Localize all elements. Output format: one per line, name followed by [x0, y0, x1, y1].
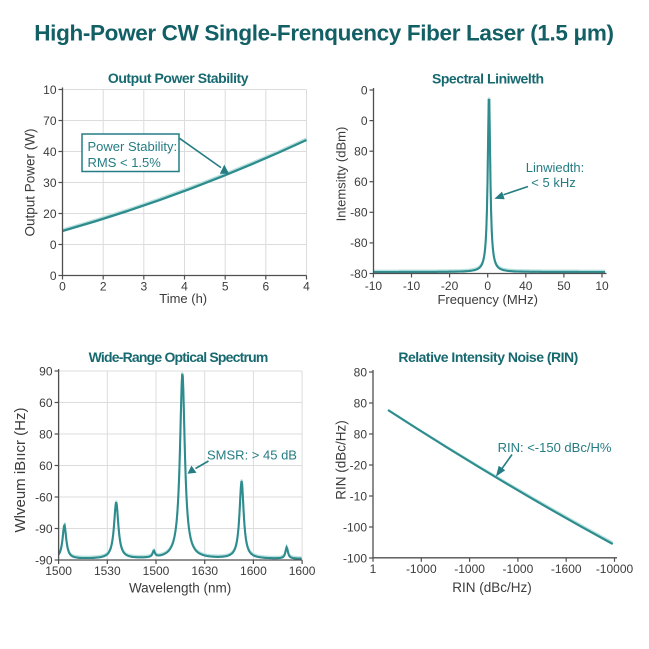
svg-text:RIN (dBc/Hz): RIN (dBc/Hz)	[334, 420, 349, 500]
svg-text:1600: 1600	[240, 564, 267, 578]
svg-text:60: 60	[39, 396, 53, 410]
svg-text:30: 30	[43, 176, 57, 190]
svg-text:80: 80	[354, 396, 368, 410]
svg-text:0: 0	[50, 238, 57, 252]
svg-text:4: 4	[181, 280, 188, 294]
svg-text:-20: -20	[441, 279, 459, 293]
svg-text:60: 60	[39, 459, 53, 473]
svg-text:0: 0	[361, 114, 368, 128]
svg-text:-90: -90	[35, 522, 53, 536]
svg-text:40: 40	[519, 279, 533, 293]
svg-text:-80: -80	[350, 236, 368, 250]
svg-text:-20: -20	[350, 458, 368, 472]
svg-text:1530: 1530	[94, 564, 121, 578]
svg-text:Intemsitty (dBm): Intemsitty (dBm)	[334, 127, 349, 222]
svg-text:Frequency (MHz): Frequency (MHz)	[437, 292, 537, 307]
svg-text:Linwiedth:: Linwiedth:	[526, 160, 585, 175]
svg-text:-100: -100	[343, 551, 367, 565]
svg-text:Output Power Stability: Output Power Stability	[108, 70, 249, 86]
svg-text:-1600: -1600	[551, 562, 582, 576]
svg-text:-10000: -10000	[596, 562, 634, 576]
svg-text:0: 0	[484, 279, 491, 293]
svg-text:80: 80	[354, 365, 368, 379]
svg-text:-10: -10	[403, 279, 421, 293]
svg-text:RIN (dBc/Hz): RIN (dBc/Hz)	[452, 580, 532, 595]
svg-text:4: 4	[303, 280, 310, 294]
svg-text:1: 1	[370, 562, 377, 576]
svg-text:-1000: -1000	[406, 562, 437, 576]
svg-text:1500: 1500	[143, 564, 170, 578]
svg-text:50: 50	[557, 279, 571, 293]
svg-text:Spectral Liniwelth: Spectral Liniwelth	[432, 71, 544, 87]
svg-text:-80: -80	[350, 206, 368, 220]
svg-text:-10: -10	[350, 489, 368, 503]
svg-text:20: 20	[43, 207, 57, 221]
svg-text:-10: -10	[365, 279, 383, 293]
svg-text:Output Power (W): Output Power (W)	[23, 128, 38, 236]
svg-text:40: 40	[43, 145, 57, 159]
svg-text:Wide-Range Optical Spectrum: Wide-Range Optical Spectrum	[89, 349, 268, 365]
svg-text:1600: 1600	[289, 564, 316, 578]
svg-text:SMSR: > 45 dB: SMSR: > 45 dB	[207, 447, 297, 462]
svg-text:3: 3	[140, 280, 147, 294]
svg-text:< 5 kHz: < 5 kHz	[531, 175, 575, 190]
svg-text:-100: -100	[343, 520, 367, 534]
svg-text:10: 10	[595, 279, 609, 293]
svg-text:90: 90	[39, 364, 53, 378]
svg-text:-90: -90	[35, 553, 53, 567]
svg-text:RIN: <-150 dBc/H%: RIN: <-150 dBc/H%	[498, 440, 612, 455]
svg-text:5: 5	[222, 280, 229, 294]
svg-text:70: 70	[43, 114, 57, 128]
svg-text:2: 2	[100, 280, 107, 294]
svg-text:Wavelength (nm): Wavelength (nm)	[129, 581, 231, 596]
svg-text:1630: 1630	[191, 564, 218, 578]
svg-text:-80: -80	[350, 267, 368, 281]
svg-text:-1000: -1000	[503, 562, 534, 576]
svg-text:-60: -60	[35, 490, 53, 504]
svg-text:-1000: -1000	[454, 562, 485, 576]
svg-text:60: 60	[354, 175, 368, 189]
svg-text:10: 10	[43, 83, 57, 97]
svg-text:High-Power CW Single-Frenquenc: High-Power CW Single-Frenquency Fiber La…	[34, 21, 613, 46]
svg-text:Power Stability:: Power Stability:	[88, 139, 178, 154]
svg-text:80: 80	[354, 427, 368, 441]
svg-text:Time (h): Time (h)	[159, 291, 207, 306]
svg-text:0: 0	[50, 269, 57, 283]
svg-text:0: 0	[361, 83, 368, 97]
svg-text:RMS < 1.5%: RMS < 1.5%	[88, 155, 162, 170]
svg-text:80: 80	[354, 145, 368, 159]
svg-text:Wlveum iBııcr (Hz): Wlveum iBııcr (Hz)	[12, 408, 29, 533]
svg-text:6: 6	[262, 280, 269, 294]
svg-text:0: 0	[59, 280, 66, 294]
svg-text:1500: 1500	[45, 564, 72, 578]
svg-text:Relative Intensity Noise (RIN): Relative Intensity Noise (RIN)	[398, 349, 578, 365]
svg-text:80: 80	[39, 427, 53, 441]
